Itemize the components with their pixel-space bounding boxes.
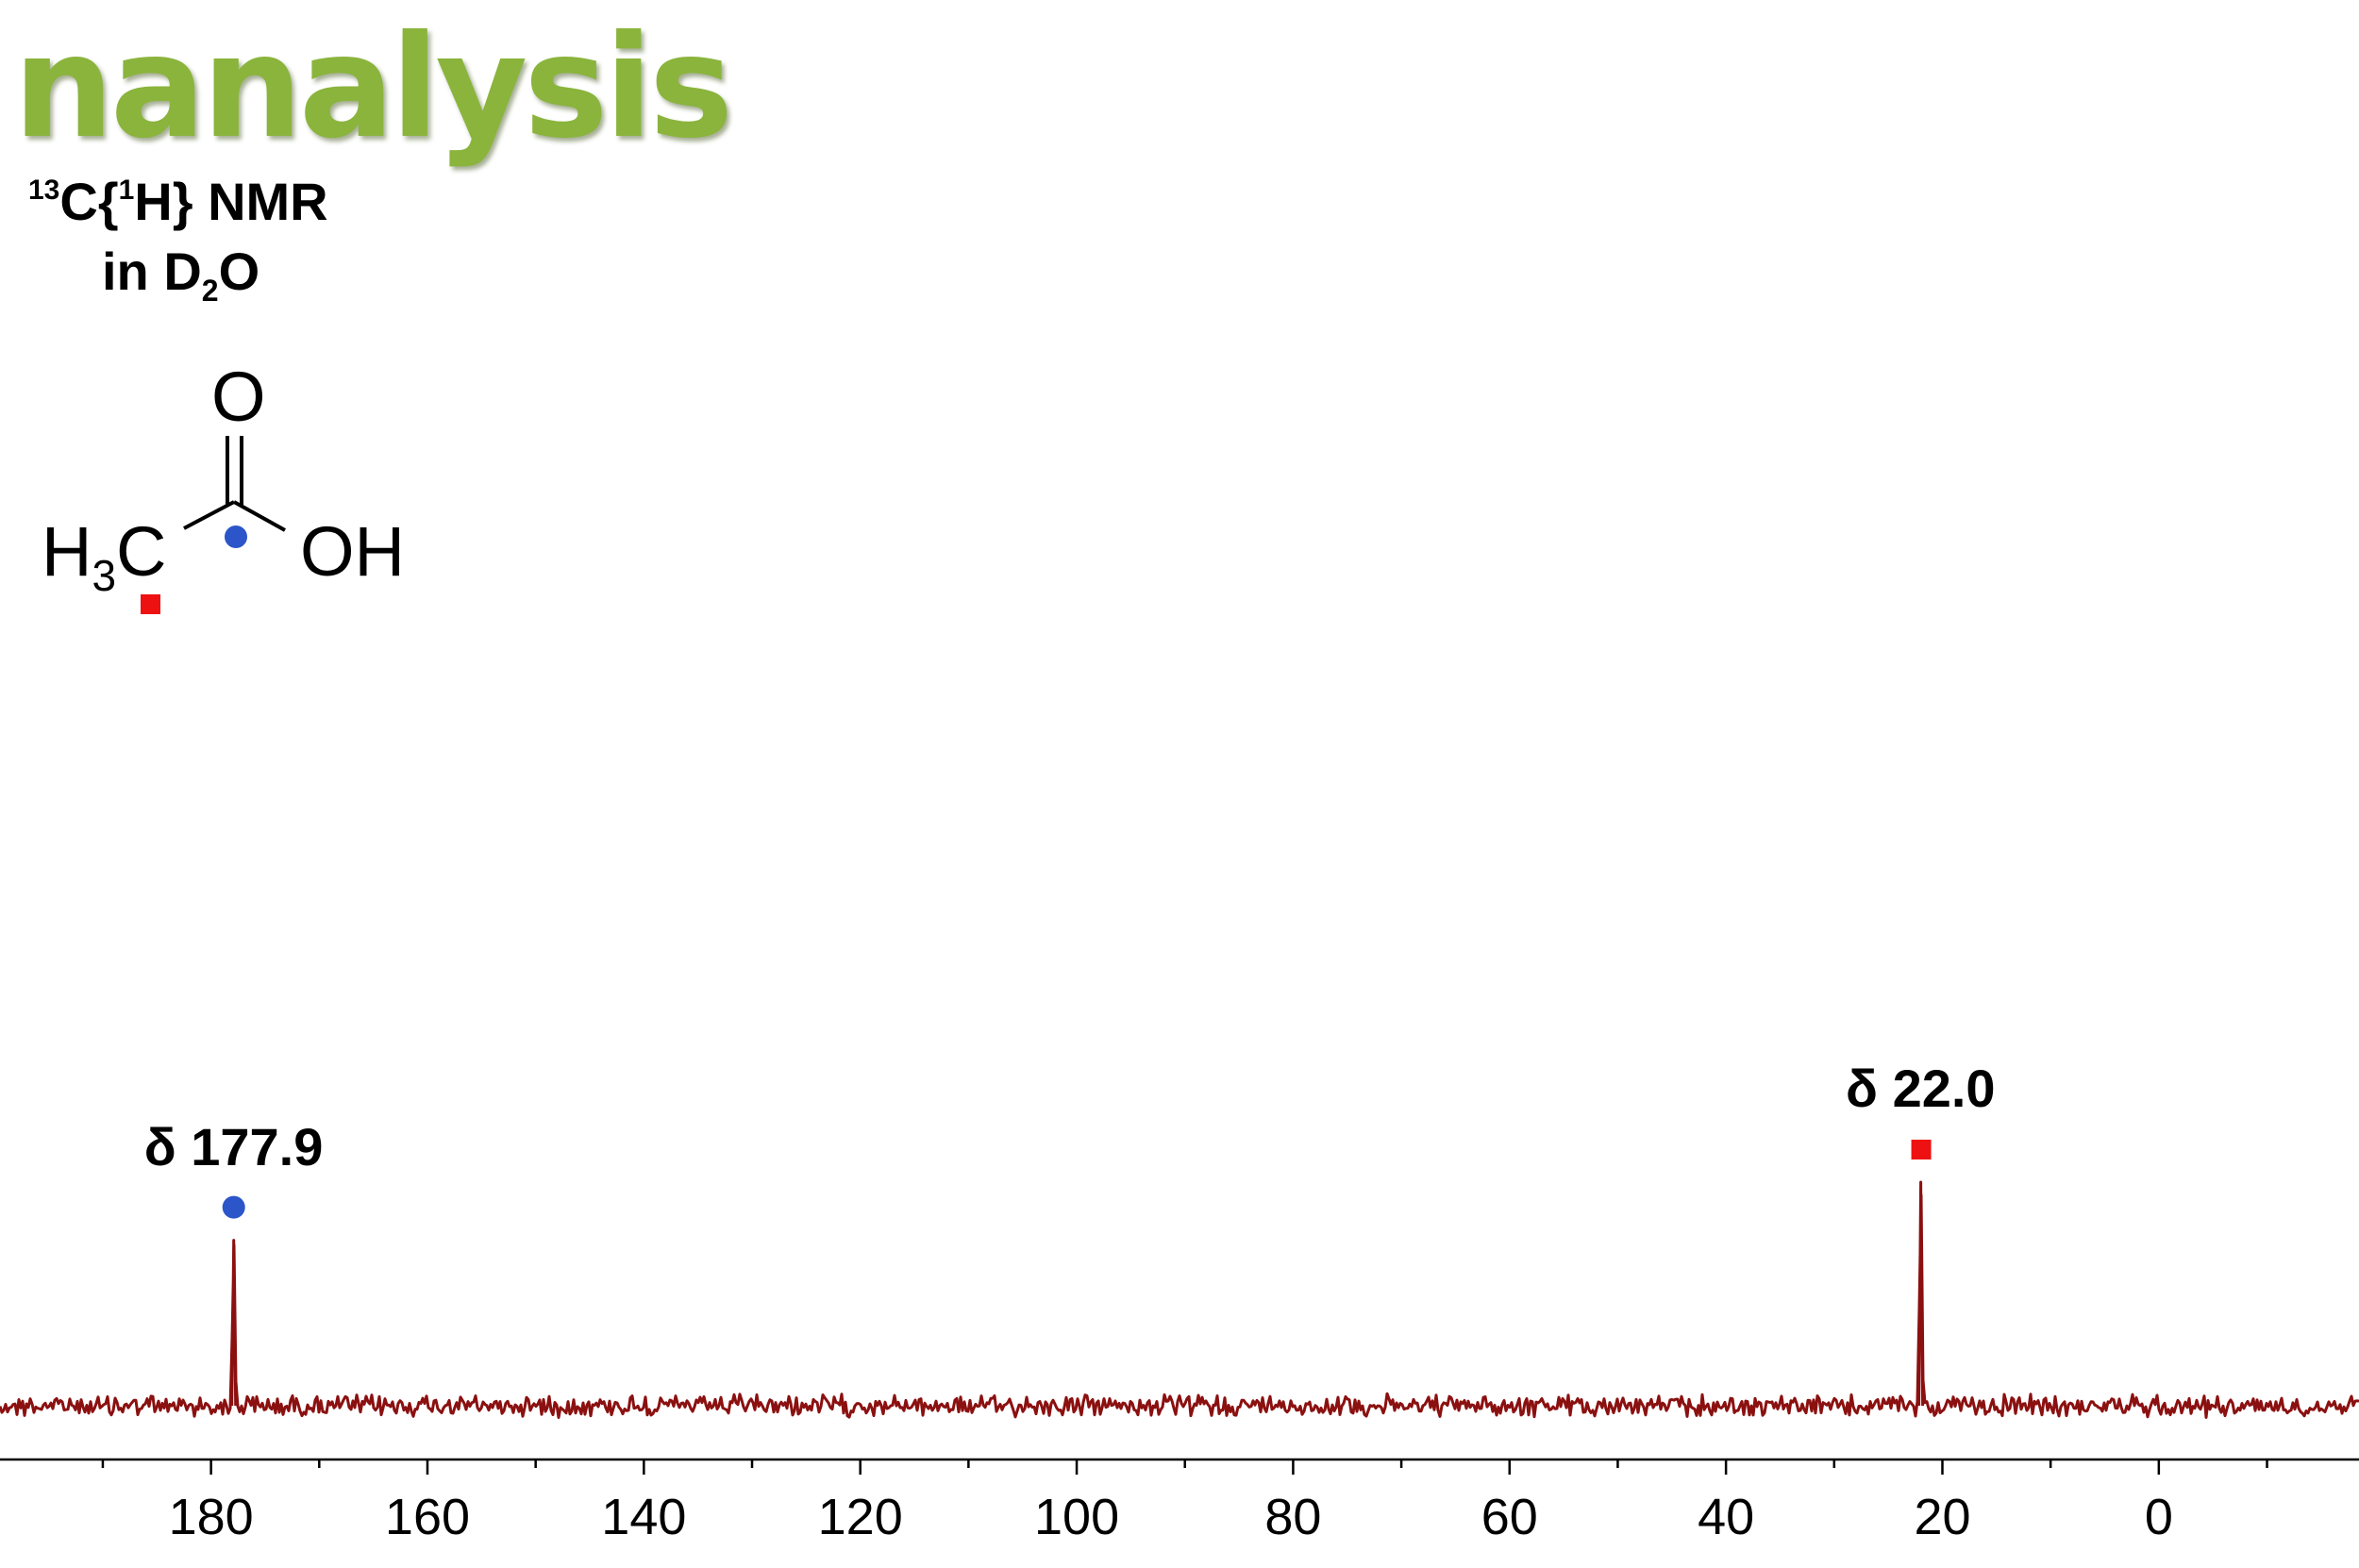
x-axis-ticks xyxy=(101,1460,2268,1475)
carbonyl-carbon-marker xyxy=(225,525,247,548)
peak-marker-square xyxy=(1911,1140,1932,1159)
carbonyl-oxygen-label: O xyxy=(211,358,266,436)
solvent-prefix: in D xyxy=(102,242,202,301)
decoupled-nucleus: H} NMR xyxy=(134,172,328,231)
methyl-carbon-marker xyxy=(141,594,160,614)
x-tick-label: 140 xyxy=(601,1489,686,1545)
nucleus-mass: 13 xyxy=(28,175,60,206)
decoupled-mass: 1 xyxy=(118,175,135,206)
x-tick-label: 160 xyxy=(385,1489,470,1545)
solvent-suffix: O xyxy=(218,242,260,301)
x-tick-label: 180 xyxy=(169,1489,254,1545)
peak-markers xyxy=(222,1140,1932,1219)
methyl-carbon-bond xyxy=(183,500,235,530)
peak-marker-circle xyxy=(222,1195,245,1219)
x-tick-label: 80 xyxy=(1264,1489,1321,1545)
solvent-label: in D2O xyxy=(102,242,260,308)
x-tick-label: 100 xyxy=(1034,1489,1119,1545)
x-tick-label: 60 xyxy=(1481,1489,1538,1545)
x-tick-label: 120 xyxy=(818,1489,903,1545)
peak-label-carbonyl: δ 177.9 xyxy=(143,1116,324,1176)
methyl-group-label: H3C xyxy=(42,517,167,600)
solvent-subscript: 2 xyxy=(201,274,219,308)
x-axis-tick-labels: 180 160 140 120 100 80 60 40 20 0 xyxy=(169,1489,2173,1545)
hydroxyl-bond xyxy=(233,500,286,532)
spectrum-trace xyxy=(0,1180,2359,1419)
peak-label-methyl: δ 22.0 xyxy=(1846,1059,1996,1118)
experiment-title: 13C{1H} NMR xyxy=(28,175,328,228)
nanalysis-logo: nanalysis xyxy=(13,6,733,170)
methyl-c: C xyxy=(116,512,167,591)
methyl-h: H xyxy=(42,512,92,591)
hydroxyl-label: OH xyxy=(300,512,405,591)
methyl-subscript: 3 xyxy=(92,551,117,600)
x-tick-label: 40 xyxy=(1698,1489,1754,1545)
x-tick-label: 20 xyxy=(1914,1489,1970,1545)
nucleus: C{ xyxy=(59,172,119,231)
x-tick-label: 0 xyxy=(2145,1489,2173,1545)
